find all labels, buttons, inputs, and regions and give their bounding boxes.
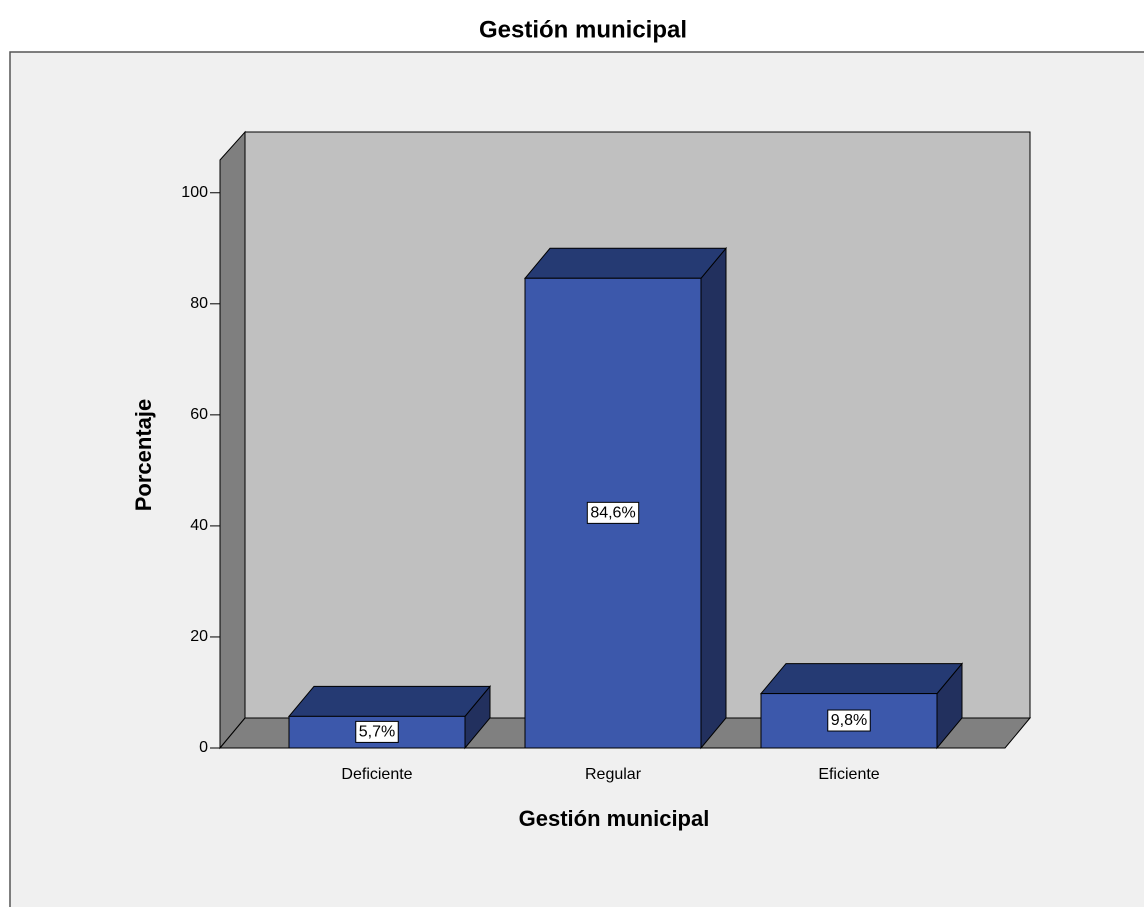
y-tick-label: 0 (199, 739, 208, 756)
chart-title: Gestión municipal (479, 16, 687, 43)
x-tick-label: Deficiente (341, 766, 412, 783)
y-tick-label: 60 (190, 406, 208, 423)
value-label: 5,7% (359, 723, 395, 740)
bar-top (523, 247, 728, 279)
y-tick-label: 20 (190, 628, 208, 645)
bar-side (700, 246, 727, 750)
x-axis-title: Gestión municipal (519, 806, 710, 831)
left-wall (219, 130, 246, 750)
value-label-box (586, 501, 640, 524)
y-tick-label: 100 (181, 184, 208, 201)
y-axis-title: Porcentaje (131, 399, 156, 512)
bar-top (287, 685, 492, 717)
value-label: 84,6% (590, 504, 635, 521)
x-tick-label: Regular (585, 766, 642, 783)
value-label-box (827, 709, 871, 732)
y-tick-label: 40 (190, 517, 208, 534)
bar-top (759, 663, 964, 695)
value-label: 9,8% (831, 712, 867, 729)
y-tick-label: 80 (190, 295, 208, 312)
value-label-box (355, 720, 399, 743)
x-tick-label: Eficiente (818, 766, 879, 783)
